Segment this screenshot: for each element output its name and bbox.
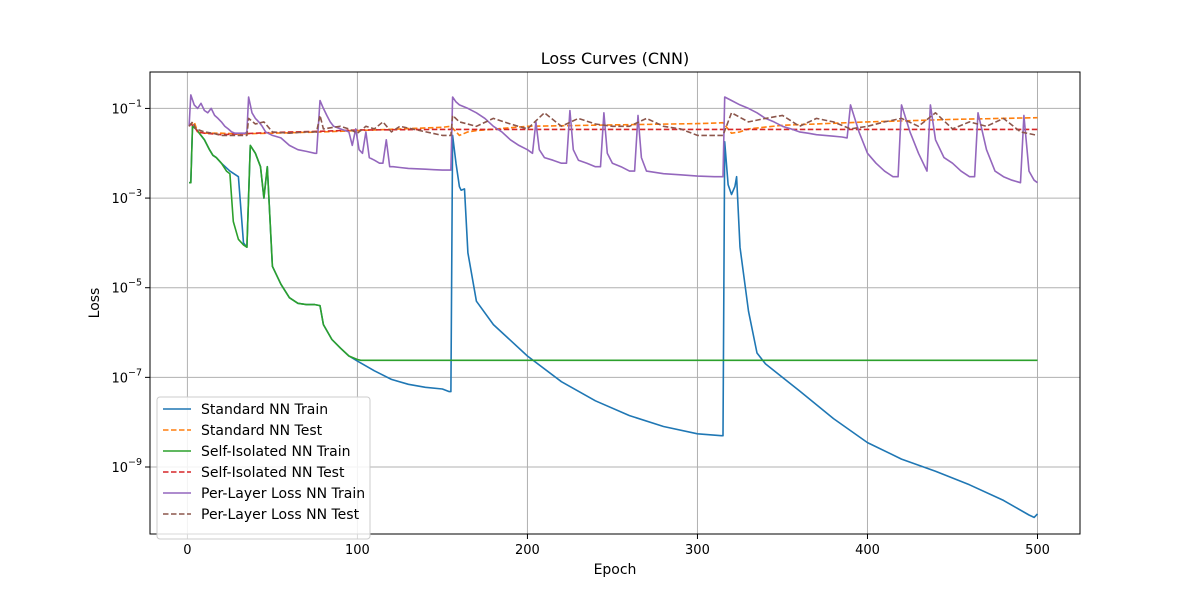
y-tick-label: 10−9 xyxy=(111,457,142,476)
y-tick-label-exponent: −7 xyxy=(128,367,142,378)
x-tick-label: 300 xyxy=(685,543,710,558)
x-tick-label: 0 xyxy=(183,543,191,558)
y-axis-ticks: 10−910−710−510−310−1 xyxy=(111,98,150,476)
x-axis-label: Epoch xyxy=(594,562,637,578)
y-tick-label: 10−5 xyxy=(111,278,142,297)
series-line-self-isolated-nn-train xyxy=(189,125,1038,362)
y-tick-label-base: 10 xyxy=(111,102,128,117)
y-tick-label-exponent: −9 xyxy=(128,457,142,468)
legend-label: Standard NN Test xyxy=(201,423,323,439)
y-tick-label-base: 10 xyxy=(111,282,128,297)
series-line-standard-nn-train xyxy=(189,125,1039,519)
legend-label: Per-Layer Loss NN Test xyxy=(201,507,360,523)
y-tick-label: 10−7 xyxy=(111,367,142,386)
x-tick-label: 200 xyxy=(515,543,540,558)
y-tick-label-base: 10 xyxy=(111,461,128,476)
legend-box xyxy=(156,396,371,540)
y-tick-label: 10−3 xyxy=(111,188,142,207)
series-line-per-layer-loss-nn-train xyxy=(188,94,1038,184)
legend-label: Self-Isolated NN Train xyxy=(201,444,351,460)
legend: Standard NN Train Standard NN Test Self-Is… xyxy=(156,396,371,540)
y-tick-label-base: 10 xyxy=(111,371,128,386)
x-tick-label: 500 xyxy=(1025,543,1050,558)
y-tick-label: 10−1 xyxy=(111,98,142,117)
series-line-self-isolated-nn-test xyxy=(188,123,1038,136)
x-tick-label: 100 xyxy=(345,543,370,558)
series-layer xyxy=(188,94,1039,519)
y-axis-label: Loss xyxy=(87,288,103,319)
y-tick-label-exponent: −5 xyxy=(128,278,142,289)
legend-label: Self-Isolated NN Test xyxy=(201,465,345,481)
y-tick-label-base: 10 xyxy=(111,192,128,207)
plot-frame xyxy=(149,71,1081,535)
legend-label: Per-Layer Loss NN Train xyxy=(201,486,365,502)
x-tick-label: 400 xyxy=(855,543,880,558)
series-line-per-layer-loss-nn-test xyxy=(188,112,1038,137)
y-tick-label-exponent: −1 xyxy=(128,98,142,109)
y-tick-label-exponent: −3 xyxy=(128,188,142,199)
chart-title: Loss Curves (CNN) xyxy=(541,49,689,68)
legend-label: Standard NN Train xyxy=(201,402,328,418)
